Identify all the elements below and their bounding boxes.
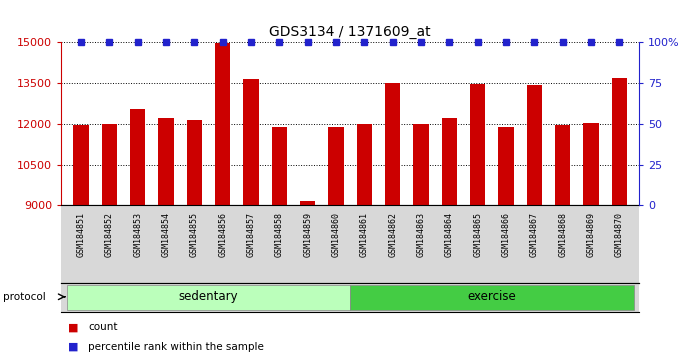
Text: protocol: protocol — [3, 292, 46, 302]
Bar — [271, 127, 287, 205]
Text: GSM184857: GSM184857 — [247, 212, 256, 257]
Text: ■: ■ — [68, 322, 78, 332]
Bar — [130, 109, 146, 205]
Text: count: count — [88, 322, 118, 332]
Text: GSM184866: GSM184866 — [502, 212, 511, 257]
Bar — [101, 124, 117, 205]
Text: GSM184870: GSM184870 — [615, 212, 624, 257]
Bar — [215, 43, 231, 205]
Text: GSM184851: GSM184851 — [77, 212, 86, 257]
Text: GSM184867: GSM184867 — [530, 212, 539, 257]
Bar — [413, 124, 429, 205]
Bar — [186, 120, 202, 205]
Text: percentile rank within the sample: percentile rank within the sample — [88, 342, 265, 352]
Text: GSM184858: GSM184858 — [275, 212, 284, 257]
Text: GSM184859: GSM184859 — [303, 212, 312, 257]
Bar — [356, 124, 372, 205]
Bar — [498, 127, 514, 205]
Bar — [555, 125, 571, 205]
Bar — [328, 127, 344, 205]
Text: GSM184862: GSM184862 — [388, 212, 397, 257]
Bar — [385, 83, 401, 205]
Bar — [300, 201, 316, 205]
Text: exercise: exercise — [467, 290, 516, 303]
Text: GSM184863: GSM184863 — [417, 212, 426, 257]
Text: GSM184855: GSM184855 — [190, 212, 199, 257]
Text: GSM184853: GSM184853 — [133, 212, 142, 257]
Bar — [470, 84, 486, 205]
Bar — [73, 125, 89, 205]
Bar — [611, 78, 627, 205]
Bar — [350, 285, 634, 310]
Bar — [583, 123, 599, 205]
Text: GSM184865: GSM184865 — [473, 212, 482, 257]
Bar — [441, 118, 457, 205]
Bar — [526, 85, 542, 205]
Text: GSM184864: GSM184864 — [445, 212, 454, 257]
Text: GSM184861: GSM184861 — [360, 212, 369, 257]
Bar — [67, 285, 350, 310]
Text: ■: ■ — [68, 342, 78, 352]
Text: GSM184856: GSM184856 — [218, 212, 227, 257]
Text: GSM184852: GSM184852 — [105, 212, 114, 257]
Text: GSM184869: GSM184869 — [587, 212, 596, 257]
Text: GSM184868: GSM184868 — [558, 212, 567, 257]
Bar — [158, 119, 174, 205]
Bar — [243, 79, 259, 205]
Text: GSM184860: GSM184860 — [332, 212, 341, 257]
Title: GDS3134 / 1371609_at: GDS3134 / 1371609_at — [269, 25, 431, 39]
Text: GSM184854: GSM184854 — [162, 212, 171, 257]
Text: sedentary: sedentary — [179, 290, 239, 303]
